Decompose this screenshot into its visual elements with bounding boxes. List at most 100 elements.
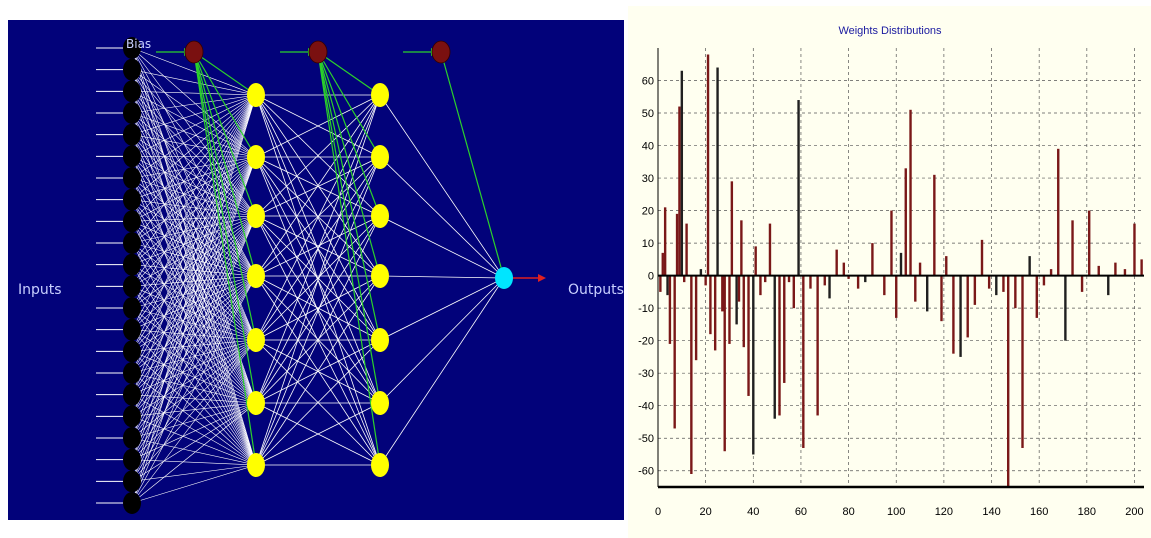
input-hidden1-connection	[131, 94, 257, 395]
input-node	[123, 102, 141, 124]
hidden1-hidden2-connection	[255, 94, 381, 217]
input-hidden1-connection	[131, 372, 257, 466]
x-tick-label: 0	[655, 506, 661, 518]
hidden1-hidden2-connection	[255, 94, 381, 466]
weight-bar	[737, 275, 741, 302]
weight-bar	[1064, 275, 1067, 341]
input-hidden1-connection	[131, 69, 257, 158]
input-hidden1-connection	[131, 372, 257, 404]
y-tick-label: 10	[642, 238, 654, 250]
input-hidden1-connection	[131, 275, 257, 417]
input-hidden1-connection	[131, 339, 257, 460]
hidden1-hidden2-connection	[255, 275, 381, 466]
weight-bar	[706, 54, 710, 276]
weight-bar	[959, 275, 962, 357]
input-hidden1-connection	[131, 199, 257, 217]
hidden-node	[247, 204, 265, 228]
weight-bar	[1057, 148, 1060, 276]
weight-bar	[909, 109, 912, 276]
input-hidden1-connection	[131, 94, 257, 374]
hidden-node	[371, 391, 389, 415]
input-hidden1-connection	[131, 402, 257, 460]
input-hidden1-connection	[131, 215, 257, 287]
weight-bar	[904, 168, 907, 276]
x-tick-label: 140	[982, 506, 1000, 518]
weights-chart: Weights Distributions 6050403020100-10-2…	[638, 25, 1144, 518]
input-hidden1-connection	[131, 156, 257, 287]
input-node	[123, 80, 141, 103]
input-hidden1-connection	[131, 242, 257, 404]
neural-network-diagram: Inputs Outputs Bias	[8, 20, 624, 520]
y-tick-label: -40	[638, 401, 654, 413]
input-hidden1-connection	[131, 94, 257, 352]
input-hidden1-connection	[131, 464, 257, 504]
weight-bar	[1140, 259, 1143, 276]
weight-bar	[721, 275, 724, 312]
hidden2-output-connection	[379, 156, 505, 279]
weight-bar	[847, 275, 850, 279]
input-hidden1-connection	[131, 394, 257, 404]
hidden1-hidden2-connection	[255, 94, 381, 341]
weight-bar	[797, 100, 800, 276]
bias-connection	[193, 51, 257, 217]
input-hidden1-connection	[131, 275, 257, 395]
input-hidden1-connection	[131, 69, 257, 217]
input-hidden1-connection	[131, 215, 257, 309]
input-hidden1-connection	[131, 329, 257, 404]
weight-bar	[856, 275, 860, 289]
input-hidden1-connection	[131, 215, 257, 482]
input-node	[123, 167, 141, 189]
x-tick-label: 20	[700, 506, 712, 518]
weight-bar	[683, 275, 686, 283]
weight-bar	[914, 275, 917, 302]
hidden-node	[247, 328, 265, 352]
input-hidden1-connection	[131, 275, 257, 309]
bias-node	[184, 40, 204, 64]
input-hidden1-connection	[131, 199, 257, 466]
weight-bar	[759, 275, 762, 296]
weight-bar	[673, 275, 676, 429]
hidden1-hidden2-connection	[255, 215, 381, 466]
input-hidden1-connection	[131, 47, 257, 217]
input-hidden1-connection	[131, 402, 257, 439]
input-hidden1-connection	[131, 221, 257, 341]
input-hidden1-connection	[131, 47, 257, 341]
input-hidden1-connection	[131, 264, 257, 277]
input-hidden1-connection	[131, 69, 257, 341]
weight-bar	[690, 275, 693, 474]
weight-bar	[783, 275, 786, 383]
hidden1-hidden2-connection	[255, 94, 381, 277]
weight-bar	[768, 223, 772, 276]
weight-bar	[933, 174, 936, 276]
weight-bar	[987, 275, 991, 289]
bias-connection	[193, 51, 257, 158]
input-hidden1-connection	[131, 94, 257, 417]
input-hidden1-connection	[131, 94, 257, 244]
nodes-layer	[123, 37, 513, 514]
network-graph	[96, 37, 546, 514]
hidden1-hidden2-connection	[255, 402, 381, 466]
hidden1-hidden2-connection	[255, 94, 381, 404]
input-hidden1-connection	[131, 221, 257, 404]
input-hidden1-connection	[131, 275, 257, 374]
output-node	[495, 267, 513, 289]
input-hidden1-connection	[131, 307, 257, 341]
bias-connection	[193, 51, 257, 277]
input-hidden1-connection	[131, 156, 257, 439]
hidden2-output-connection	[379, 277, 505, 341]
x-tick-label: 120	[935, 506, 953, 518]
input-hidden1-connection	[131, 156, 257, 330]
hidden1-hidden2-connection	[255, 215, 381, 341]
weight-bar	[704, 275, 707, 286]
inputs-label: Inputs	[18, 282, 62, 298]
input-node	[123, 37, 141, 59]
input-hidden1-connection	[131, 156, 257, 222]
weight-bar	[1088, 210, 1091, 276]
input-hidden1-connection	[131, 307, 257, 404]
weight-bar	[945, 256, 948, 276]
input-node	[123, 470, 141, 493]
weight-bar	[663, 207, 667, 276]
weight-bar	[1007, 275, 1010, 487]
bias-connection	[317, 51, 381, 466]
weight-bar	[728, 275, 731, 344]
